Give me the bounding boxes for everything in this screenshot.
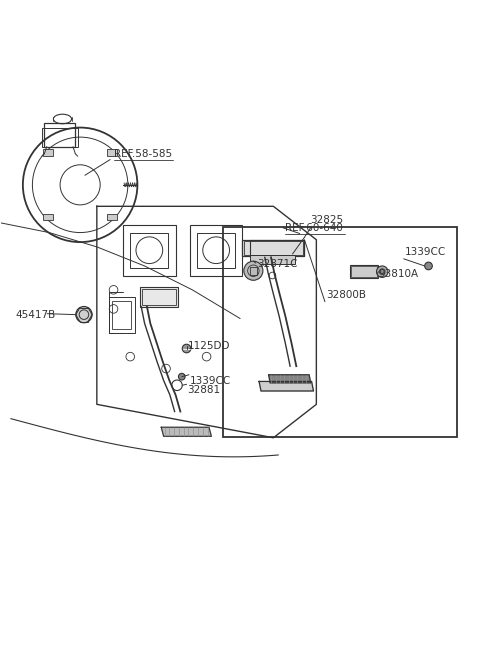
Polygon shape — [161, 427, 211, 436]
Text: REF.58-585: REF.58-585 — [114, 149, 172, 159]
Bar — [197, 233, 235, 268]
Bar — [109, 297, 135, 333]
Polygon shape — [269, 375, 311, 383]
Bar — [44, 123, 75, 147]
Circle shape — [182, 344, 191, 353]
Text: 1339CC: 1339CC — [190, 376, 231, 386]
Text: 93810A: 93810A — [378, 269, 419, 279]
Text: 45417B: 45417B — [16, 310, 56, 319]
Bar — [242, 239, 304, 256]
Polygon shape — [259, 381, 313, 391]
Text: 32871C: 32871C — [257, 258, 297, 268]
Bar — [43, 150, 53, 156]
Bar — [142, 289, 176, 305]
Text: 32825: 32825 — [311, 215, 344, 226]
Circle shape — [376, 266, 388, 277]
Bar — [250, 255, 295, 264]
Bar — [108, 214, 117, 220]
Bar — [108, 150, 117, 156]
Bar — [42, 127, 78, 147]
Text: 1339CC: 1339CC — [405, 247, 446, 257]
Bar — [190, 226, 242, 276]
Circle shape — [425, 262, 432, 270]
Circle shape — [379, 269, 385, 275]
Bar — [112, 301, 131, 329]
Bar — [350, 266, 378, 278]
Bar — [140, 287, 178, 306]
Text: 1125DD: 1125DD — [188, 341, 230, 351]
Bar — [123, 226, 176, 276]
Bar — [244, 241, 303, 255]
Circle shape — [244, 261, 263, 280]
Bar — [223, 227, 457, 437]
Text: 32800B: 32800B — [326, 291, 366, 300]
Bar — [130, 233, 168, 268]
Bar — [250, 267, 257, 275]
Text: REF.60-640: REF.60-640 — [285, 222, 343, 233]
Circle shape — [179, 373, 185, 380]
Bar — [43, 214, 53, 220]
Bar — [351, 266, 377, 277]
Text: 32881: 32881 — [188, 385, 221, 396]
Circle shape — [76, 306, 92, 323]
